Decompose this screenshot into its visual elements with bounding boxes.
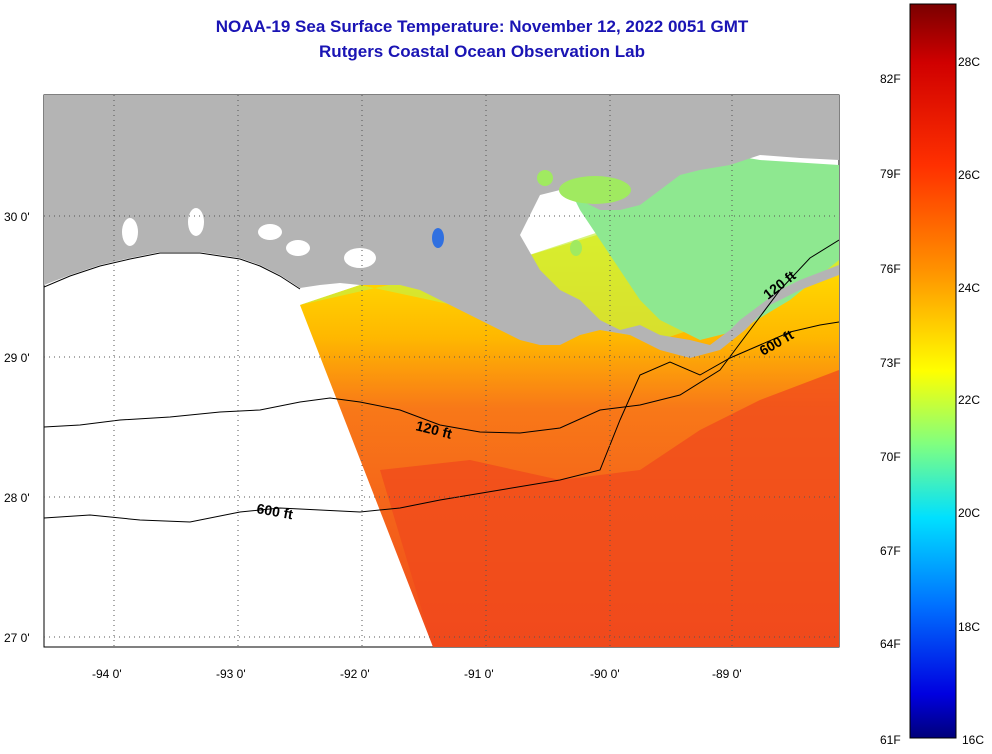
- map-subtitle: Rutgers Coastal Ocean Observation Lab: [319, 42, 645, 61]
- lon-label: -89 0': [712, 667, 742, 681]
- colorbar-c-label: 24C: [958, 281, 980, 295]
- lake: [188, 208, 204, 236]
- land-area: [44, 95, 839, 358]
- lake: [432, 228, 444, 248]
- colorbar-c-label: 16C: [962, 733, 984, 747]
- bay: [344, 248, 376, 268]
- colorbar-c-label: 18C: [958, 620, 980, 634]
- colorbar-f-label: 82F: [880, 72, 901, 86]
- lon-label: -94 0': [92, 667, 122, 681]
- colorbar-f-label: 79F: [880, 167, 901, 181]
- lake: [122, 218, 138, 246]
- colorbar-c-label: 26C: [958, 168, 980, 182]
- lon-label: -91 0': [464, 667, 494, 681]
- contour-600ft: [44, 321, 839, 523]
- graticule: [44, 95, 839, 647]
- colorbar-f-label: 61F: [880, 733, 901, 747]
- colorbar-f-label: 73F: [880, 356, 901, 370]
- lon-label: -90 0': [590, 667, 620, 681]
- lat-label: 29 0': [4, 351, 30, 365]
- lat-label: 28 0': [4, 491, 30, 505]
- coastline: [44, 252, 301, 290]
- lake-pontchartrain: [559, 176, 631, 204]
- lake: [537, 170, 553, 186]
- colorbar-f-label: 64F: [880, 637, 901, 651]
- warm-water-region: [380, 370, 839, 647]
- colorbar: [909, 3, 957, 739]
- lat-label: 30 0': [4, 210, 30, 224]
- colorbar-c-label: 28C: [958, 55, 980, 69]
- lake: [286, 240, 310, 256]
- contour-label: 600 ft: [255, 500, 294, 522]
- map-title: NOAA-19 Sea Surface Temperature: Novembe…: [215, 17, 749, 36]
- lake: [258, 224, 282, 240]
- lat-label: 27 0': [4, 631, 30, 645]
- lon-label: -92 0': [340, 667, 370, 681]
- colorbar-f-label: 67F: [880, 544, 901, 558]
- lon-label: -93 0': [216, 667, 246, 681]
- colorbar-c-label: 22C: [958, 393, 980, 407]
- colorbar-c-label: 20C: [958, 506, 980, 520]
- colorbar-f-label: 70F: [880, 450, 901, 464]
- colorbar-f-label: 76F: [880, 262, 901, 276]
- contour-120ft: [44, 239, 839, 434]
- lake: [570, 240, 582, 256]
